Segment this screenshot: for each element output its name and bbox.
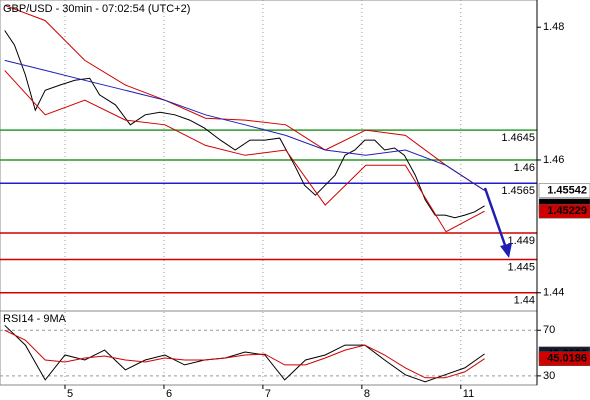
price-badge-label: 1.45229 xyxy=(547,205,587,217)
forecast-arrow-head xyxy=(500,243,512,258)
x-tick-label: 5 xyxy=(67,388,73,400)
rsi-title: RSI14 - 9MA xyxy=(3,313,67,325)
series-line xyxy=(4,4,485,191)
level-label: 1.449 xyxy=(507,235,535,247)
level-label: 1.4645 xyxy=(501,132,535,144)
plot-frame xyxy=(0,0,538,386)
level-label: 1.4565 xyxy=(501,185,535,197)
price-badge xyxy=(538,183,590,198)
y-tick-label: 70 xyxy=(543,324,555,336)
level-label: 1.46 xyxy=(514,162,535,174)
forecast-arrow xyxy=(483,187,508,249)
price-badge xyxy=(538,351,590,366)
series-line xyxy=(4,329,485,379)
price-badge-label: 45.0186 xyxy=(547,353,587,365)
y-tick-label: 30 xyxy=(543,370,555,382)
y-tick-label: 1.48 xyxy=(543,21,564,33)
price-badge-label: 1.45542 xyxy=(547,184,587,196)
level-label: 1.44 xyxy=(514,295,535,307)
y-tick-label: 1.46 xyxy=(543,154,564,166)
x-tick-label: 7 xyxy=(265,388,271,400)
level-label: 1.445 xyxy=(507,261,535,273)
x-tick-label: 6 xyxy=(166,388,172,400)
series-line xyxy=(4,30,485,219)
x-tick-label: 8 xyxy=(364,388,370,400)
series-line xyxy=(4,59,485,191)
series-line xyxy=(4,324,485,383)
x-tick-label: 11 xyxy=(463,388,474,400)
series-line xyxy=(4,70,485,233)
price-badge xyxy=(538,203,590,219)
y-tick-label: 1.44 xyxy=(543,287,564,299)
chart-title: GBP/USD - 30min - 07:02:54 (UTC+2) xyxy=(3,3,190,15)
